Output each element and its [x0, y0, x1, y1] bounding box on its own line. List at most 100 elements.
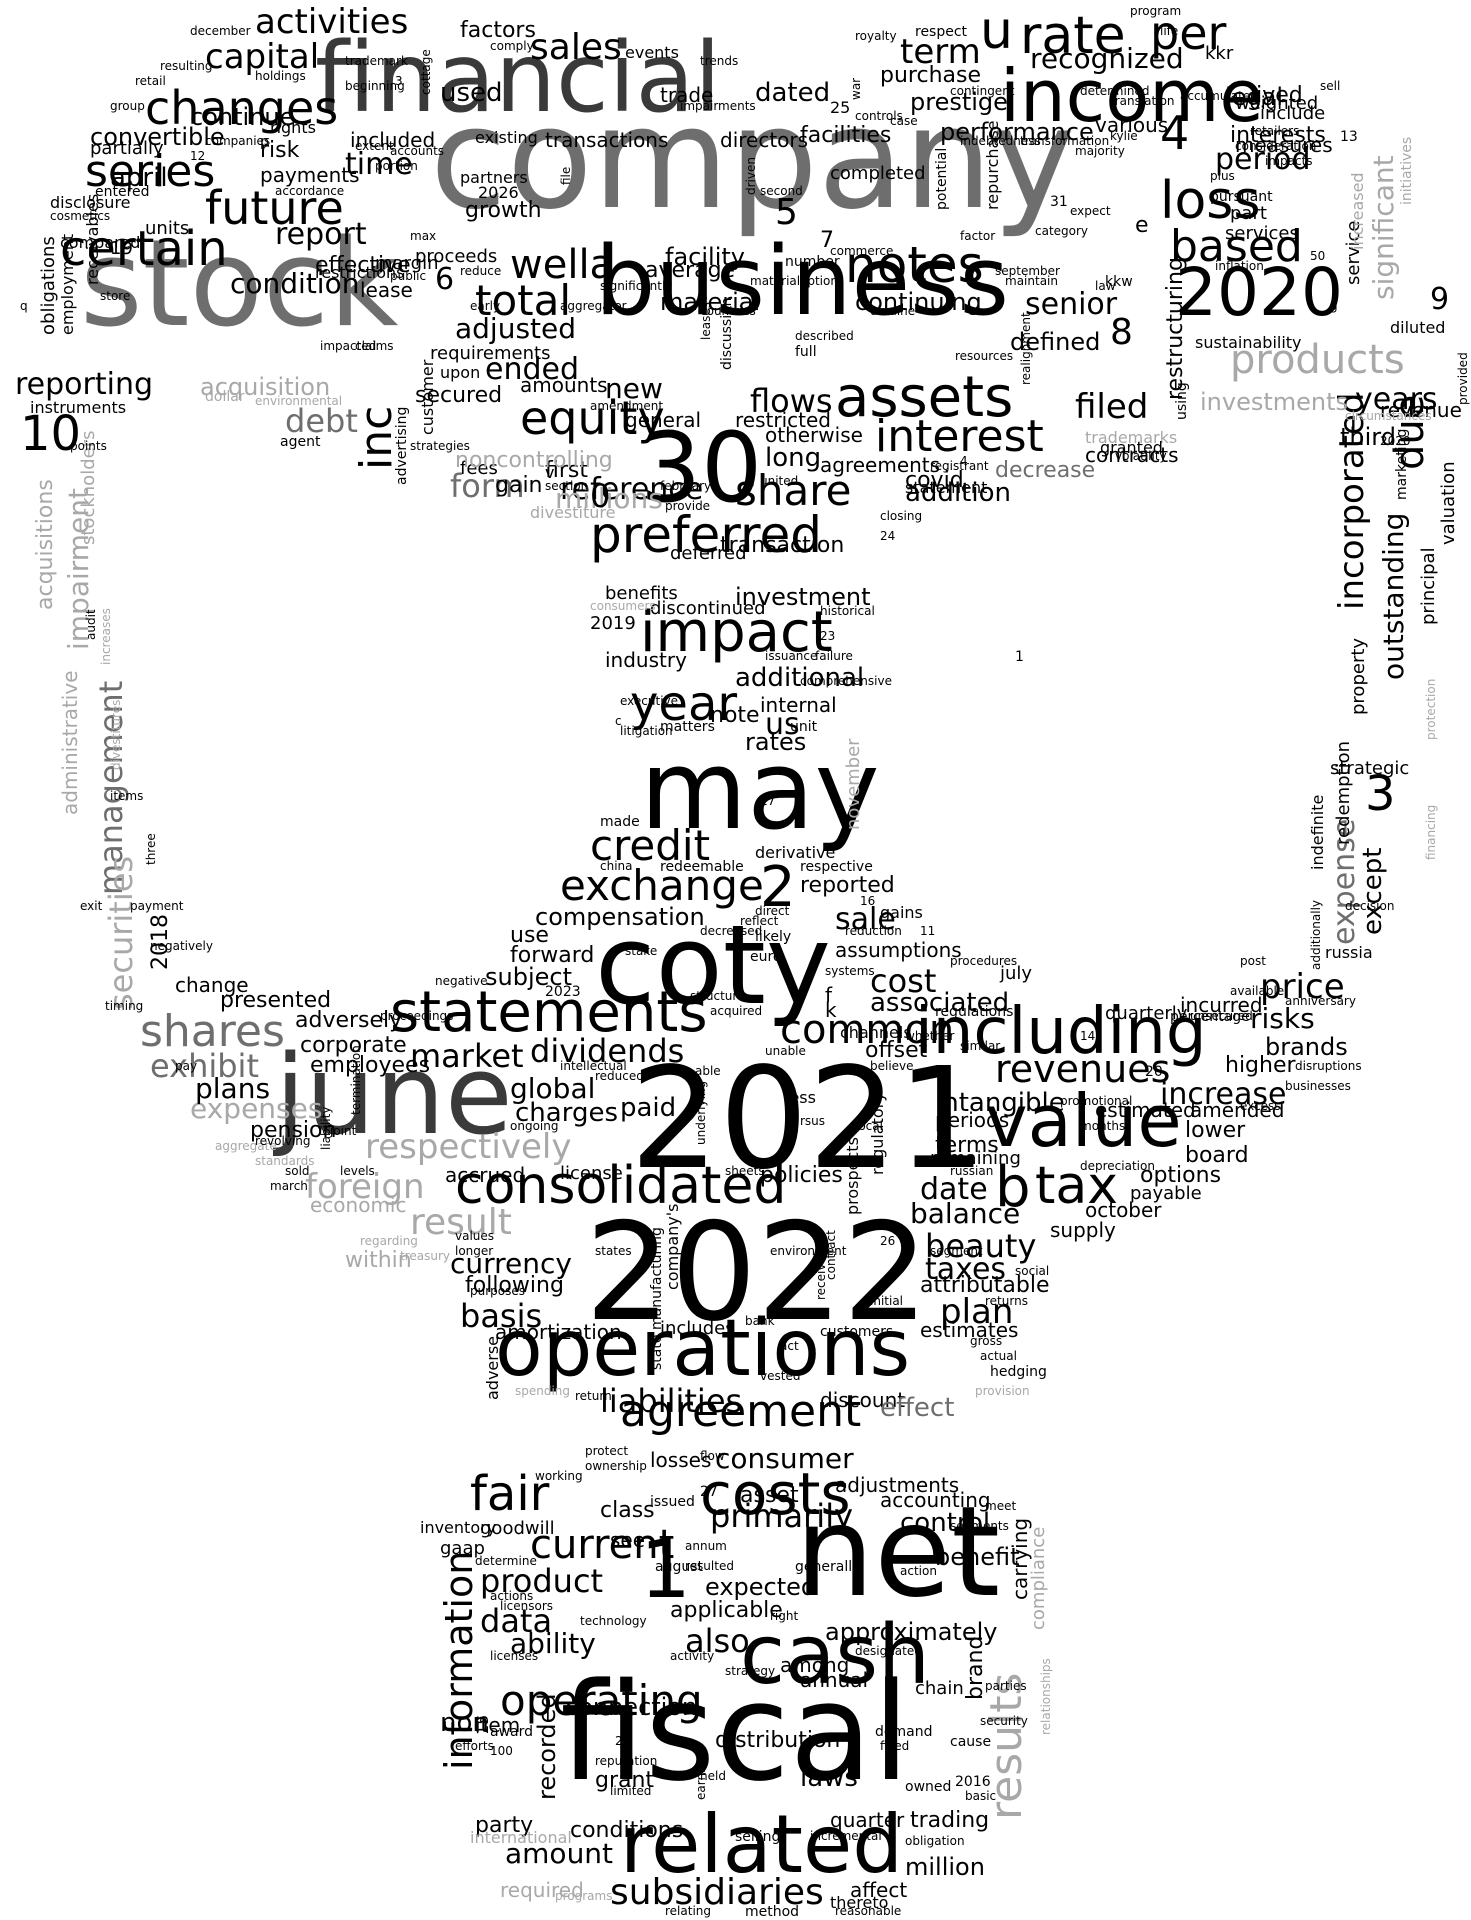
cloud-word-industry: industry [605, 648, 687, 672]
cloud-word-first: first [545, 458, 588, 483]
cloud-word-act: act [780, 1339, 799, 1353]
cloud-word-accrued: accrued [445, 1163, 526, 1187]
cloud-word-factor: factor [960, 229, 996, 243]
cloud-word-laws: laws [800, 1763, 858, 1793]
cloud-word-amended: amended [1190, 1098, 1285, 1122]
cloud-word-restrictions: restrictions [315, 263, 405, 282]
cloud-word-businesses: businesses [1285, 1079, 1351, 1093]
cloud-word-joint: joint [330, 1124, 357, 1138]
cloud-word-regulations: regulations [935, 1004, 1014, 1020]
cloud-word-obligations: obligations [38, 236, 59, 335]
cloud-word-revolving: revolving [255, 1134, 311, 1148]
cloud-word-gain: gain [495, 473, 543, 498]
cloud-word-defined: defined [1010, 328, 1101, 356]
cloud-word-net: net [795, 1480, 1001, 1625]
cloud-word-measures: measures [1235, 133, 1333, 157]
cloud-word-november: november [843, 738, 864, 830]
cloud-word-disruptions: disruptions [1295, 1059, 1362, 1073]
cloud-word-n100: 100 [490, 1744, 513, 1758]
cloud-word-percentage: percentage [1170, 1009, 1250, 1025]
cloud-word-condition: condition [230, 267, 360, 300]
cloud-word-registrant: registrant [930, 459, 989, 473]
cloud-word-structure: structure [690, 989, 745, 1003]
cloud-word-options: options [1140, 1163, 1222, 1188]
cloud-word-cost: cost [870, 962, 937, 1000]
cloud-word-credit: credit [590, 821, 711, 870]
cloud-word-based: based [1170, 221, 1303, 272]
cloud-word-acquisitions: acquisitions [33, 479, 58, 610]
cloud-word-held: held [700, 1769, 726, 1783]
cloud-word-unit: unit [790, 719, 818, 735]
cloud-word-n10: 10 [20, 406, 82, 462]
cloud-word-february: february [660, 479, 712, 493]
cloud-word-initial: initial [870, 1294, 903, 1308]
cloud-word-accordance: accordance [275, 184, 345, 198]
cloud-word-reputation: reputation [595, 1754, 658, 1768]
cloud-word-dividends: dividends [530, 1032, 685, 1070]
cloud-word-accumulated: accumulated [1180, 89, 1258, 103]
cloud-word-applicable: applicable [670, 1598, 783, 1623]
cloud-word-recorded: recorded [533, 1693, 561, 1800]
cloud-word-strategies: strategies [410, 439, 470, 453]
cloud-word-taxes: taxes [925, 1252, 1007, 1287]
cloud-word-note: note [710, 703, 760, 728]
cloud-word-public: public [390, 269, 427, 283]
cloud-word-various: various [1095, 113, 1169, 137]
cloud-word-include: include [1260, 103, 1326, 124]
cloud-word-us: us [765, 707, 800, 742]
cloud-word-currency: currency [450, 1247, 572, 1280]
cloud-word-amount: amount [505, 1837, 614, 1870]
cloud-word-max: max [410, 229, 437, 243]
cloud-word-adversely: adversely [295, 1008, 403, 1033]
cloud-word-following: following [465, 1273, 564, 1298]
cloud-word-administrative: administrative [58, 670, 82, 815]
cloud-word-b: b [995, 1155, 1031, 1220]
cloud-word-series: series [85, 146, 216, 197]
cloud-word-asset: asset [740, 1483, 799, 1508]
cloud-word-adjusted: adjusted [455, 312, 577, 345]
cloud-word-incremental: incremental [810, 1829, 882, 1843]
cloud-word-anniversary: anniversary [1285, 994, 1356, 1008]
cloud-word-presented: presented [220, 988, 332, 1013]
cloud-word-pursuant: pursuant [1210, 189, 1273, 205]
cloud-word-actions: actions [490, 1589, 534, 1603]
cloud-word-meet: meet [985, 1499, 1017, 1513]
cloud-word-licensors: licensors [500, 1599, 554, 1613]
cloud-word-option: option [800, 274, 838, 288]
cloud-word-n4: 4 [1160, 106, 1190, 160]
cloud-word-n1: 1 [640, 1523, 691, 1616]
cloud-word-class: class [600, 1498, 655, 1523]
cloud-word-per: per [1150, 6, 1227, 60]
cloud-word-operations: operations [495, 1304, 911, 1394]
cloud-word-timing: timing [105, 999, 144, 1013]
cloud-word-exit: exit [80, 899, 103, 913]
cloud-word-requirements: requirements [430, 343, 551, 364]
cloud-word-points: points [70, 439, 107, 453]
cloud-word-respective: respective [800, 859, 873, 875]
cloud-word-compared: compared [60, 233, 141, 252]
cloud-word-inventory: inventory [420, 1518, 497, 1537]
cloud-word-annum: annum [685, 1539, 727, 1553]
cloud-word-risks: risks [1250, 1002, 1315, 1035]
cloud-word-equity: equity [520, 391, 665, 445]
cloud-word-method: method [745, 1904, 800, 1920]
cloud-word-china: china [600, 859, 633, 873]
cloud-word-board: board [1185, 1143, 1249, 1168]
cloud-word-local: local [855, 1119, 883, 1133]
cloud-word-chain: chain [915, 1678, 964, 1699]
cloud-word-regarding: regarding [360, 1234, 418, 1248]
cloud-word-economic: economic [310, 1193, 407, 1217]
cloud-word-n16: 16 [860, 894, 876, 908]
cloud-word-property: property [1348, 637, 1369, 715]
cloud-word-employees: employees [310, 1053, 431, 1078]
cloud-word-sheets: sheets [725, 1164, 765, 1178]
cloud-word-continuing: continuing [855, 288, 982, 316]
cloud-word-post: post [1240, 954, 1266, 968]
cloud-word-impacts: impacts [1265, 154, 1313, 168]
cloud-word-brands: brands [1265, 1033, 1348, 1061]
cloud-word-group: group [110, 99, 145, 113]
cloud-word-exchange: exchange [560, 861, 764, 910]
cloud-word-initiatives: initiatives [1399, 136, 1415, 205]
cloud-word-liabilities: liabilities [600, 1382, 743, 1420]
cloud-word-underlying: underlying [694, 1080, 708, 1145]
